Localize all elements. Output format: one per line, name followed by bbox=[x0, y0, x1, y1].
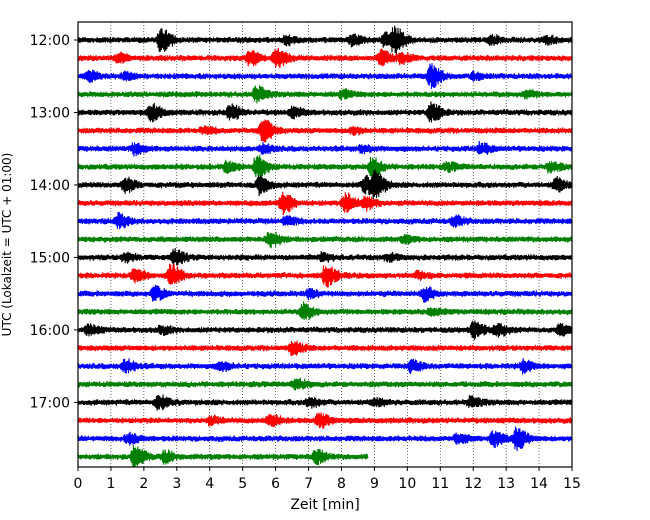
x-axis-label: Zeit [min] bbox=[290, 497, 359, 513]
trace-line bbox=[77, 301, 573, 320]
y-tick-label: 16:00 bbox=[30, 323, 70, 339]
x-tick-label: 2 bbox=[139, 476, 148, 492]
trace-line bbox=[77, 394, 573, 411]
trace-line bbox=[77, 85, 573, 104]
trace-line bbox=[77, 119, 573, 143]
x-tick-label: 10 bbox=[398, 476, 416, 492]
y-tick-label: 14:00 bbox=[30, 178, 70, 194]
x-axis-ticks: 0 1 2 3 4 5 6 7 8 9 10 11 12 13 14 15 bbox=[74, 467, 581, 492]
x-tick-label: 8 bbox=[337, 476, 346, 492]
x-tick-label: 9 bbox=[370, 476, 379, 492]
trace-line bbox=[77, 247, 573, 267]
trace-line bbox=[77, 25, 573, 55]
x-tick-label: 0 bbox=[74, 476, 83, 492]
x-tick-label: 12 bbox=[464, 476, 482, 492]
x-tick-label: 6 bbox=[271, 476, 280, 492]
x-tick-label: 3 bbox=[172, 476, 181, 492]
axes-frame bbox=[77, 21, 573, 468]
trace-line bbox=[77, 358, 573, 375]
trace-line bbox=[77, 211, 573, 230]
trace-line bbox=[77, 191, 573, 216]
trace-line bbox=[77, 284, 573, 303]
seismic-traces bbox=[77, 25, 573, 468]
trace-line bbox=[77, 154, 573, 178]
x-tick-label: 1 bbox=[106, 476, 115, 492]
trace-line bbox=[77, 340, 573, 357]
y-axis-ticks: 12:00 13:00 14:00 15:00 16:00 17:00 bbox=[30, 33, 78, 411]
y-tick-label: 13:00 bbox=[30, 105, 70, 121]
x-tick-label: 5 bbox=[238, 476, 247, 492]
x-tick-label: 11 bbox=[431, 476, 449, 492]
trace-line bbox=[77, 101, 573, 123]
trace-line bbox=[77, 63, 573, 89]
trace-line bbox=[77, 169, 573, 200]
y-tick-label: 15:00 bbox=[30, 250, 70, 266]
x-tick-label: 14 bbox=[530, 476, 548, 492]
trace-line bbox=[77, 263, 573, 288]
trace-line bbox=[77, 426, 573, 451]
trace-line bbox=[77, 445, 369, 468]
trace-line bbox=[77, 377, 573, 391]
x-tick-label: 13 bbox=[497, 476, 515, 492]
trace-line bbox=[77, 320, 573, 341]
trace-line bbox=[77, 47, 573, 69]
trace-line bbox=[77, 141, 573, 157]
x-tick-label: 15 bbox=[563, 476, 581, 492]
trace-line bbox=[77, 231, 573, 249]
y-tick-label: 17:00 bbox=[30, 395, 70, 411]
x-tick-label: 4 bbox=[205, 476, 214, 492]
y-axis-label: UTC (Lokalzeit = UTC + 01:00) bbox=[0, 153, 14, 337]
trace-line bbox=[77, 412, 573, 429]
x-tick-label: 7 bbox=[304, 476, 313, 492]
y-tick-label: 12:00 bbox=[30, 33, 70, 49]
